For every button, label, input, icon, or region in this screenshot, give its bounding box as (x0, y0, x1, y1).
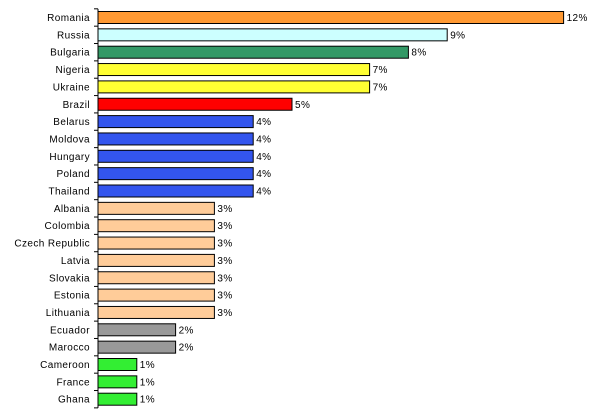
value-label: 9% (450, 30, 465, 41)
value-label: 4% (256, 117, 271, 128)
value-label: 8% (411, 48, 426, 59)
value-label: 1% (140, 395, 155, 406)
value-label: 1% (140, 360, 155, 371)
category-label: Albania (54, 204, 90, 215)
value-label: 3% (217, 291, 232, 302)
bar (97, 288, 215, 302)
bar (97, 340, 177, 354)
bar (97, 63, 371, 77)
value-label: 1% (140, 377, 155, 388)
bars-layer (97, 11, 565, 406)
bar (97, 115, 254, 129)
bar (97, 11, 565, 24)
value-label: 4% (256, 187, 271, 198)
category-label: Hungary (49, 152, 90, 163)
bar (97, 132, 254, 146)
value-label: 4% (256, 152, 271, 163)
value-label: 3% (217, 273, 232, 284)
bar (97, 253, 215, 267)
bar (97, 375, 138, 389)
category-label: France (56, 377, 90, 388)
value-label: 3% (217, 239, 232, 250)
bar (97, 358, 138, 371)
category-label: Ghana (58, 395, 90, 406)
value-label: 2% (179, 325, 194, 336)
labels-layer: Romania 12% Russia 9% Bulgaria 8% Nigeria 7% Ukr… (14, 13, 587, 406)
value-label: 7% (373, 82, 388, 93)
value-label: 3% (217, 308, 232, 319)
bar (97, 28, 448, 42)
bar (97, 80, 371, 94)
category-label: Thailand (48, 187, 90, 198)
bar (97, 323, 177, 337)
value-label: 12% (567, 13, 588, 24)
value-label: 4% (256, 134, 271, 145)
category-label: Poland (56, 169, 90, 180)
value-label: 2% (179, 343, 194, 354)
value-label: 3% (217, 221, 232, 232)
value-label: 7% (373, 65, 388, 76)
bar (97, 184, 254, 198)
category-label: Russia (57, 30, 90, 41)
category-label: Lithuania (46, 308, 90, 319)
bar (97, 167, 254, 181)
category-label: Czech Republic (14, 239, 90, 250)
bar (97, 392, 138, 406)
bar (97, 236, 215, 250)
bar (97, 97, 293, 111)
category-label: Slovakia (49, 273, 90, 284)
category-label: Marocco (49, 343, 90, 354)
category-label: Bulgaria (50, 48, 90, 59)
category-label: Estonia (54, 291, 90, 302)
category-label: Belarus (53, 117, 90, 128)
category-label: Brazil (63, 100, 90, 111)
category-label: Ecuador (50, 325, 90, 336)
bar (97, 219, 215, 233)
value-label: 3% (217, 204, 232, 215)
category-label: Ukraine (53, 82, 90, 93)
category-label: Romania (47, 13, 90, 24)
category-label: Nigeria (56, 65, 91, 76)
bar (97, 305, 215, 319)
axis-layer (94, 8, 99, 409)
value-label: 3% (217, 256, 232, 267)
bar (97, 271, 215, 285)
value-label: 5% (295, 100, 310, 111)
bar (97, 149, 254, 163)
category-label: Latvia (61, 256, 90, 267)
category-label: Colombia (45, 221, 90, 232)
category-label: Moldova (49, 134, 90, 145)
value-label: 4% (256, 169, 271, 180)
category-label: Cameroon (40, 360, 90, 371)
bar (97, 201, 215, 215)
bar (97, 45, 409, 59)
